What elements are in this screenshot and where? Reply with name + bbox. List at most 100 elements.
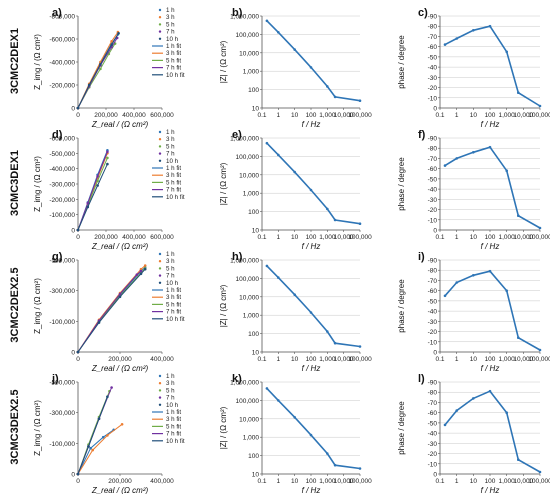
x-axis-label: f / Hz bbox=[302, 486, 321, 494]
legend-label: 1 h fit bbox=[166, 287, 181, 294]
y-tick-label: 10 bbox=[252, 350, 260, 357]
y-tick-label: 1,000 bbox=[243, 313, 260, 320]
data-point-b-0-1 bbox=[277, 31, 280, 34]
x-tick-label: 1 bbox=[455, 478, 459, 485]
data-point-j-1-1 bbox=[91, 448, 94, 452]
x-tick-label: 400,000 bbox=[122, 112, 146, 119]
data-point-b-0-3 bbox=[309, 66, 313, 69]
series-line-j-0 bbox=[77, 429, 114, 475]
legend-label: 1 h fit bbox=[166, 43, 181, 50]
data-point-g-4-4 bbox=[143, 267, 147, 271]
legend-label: 10 h bbox=[166, 36, 179, 43]
x-tick-label: 1,000 bbox=[499, 234, 516, 241]
legend-label: 7 h fit bbox=[166, 65, 181, 72]
data-point-c-0-0 bbox=[443, 43, 447, 46]
x-axis-label: Z_real / (Ω cm²) bbox=[91, 120, 149, 129]
panel-letter-c: c) bbox=[418, 7, 428, 19]
x-tick-label: 10 bbox=[291, 356, 299, 363]
y-tick-label: 10,000 bbox=[239, 50, 259, 57]
y-tick-label: -90 bbox=[428, 380, 438, 387]
x-tick-label: 1,000 bbox=[499, 356, 516, 363]
data-point-g-3-3 bbox=[135, 273, 139, 277]
data-point-f-0-4 bbox=[505, 169, 509, 172]
x-tick-label: 0.1 bbox=[435, 478, 444, 485]
x-tick-label: 10,000 bbox=[513, 356, 533, 363]
y-tick-label: 10,000 bbox=[239, 172, 259, 179]
y-tick-label: -500,000 bbox=[49, 380, 75, 387]
data-point-h-0-6 bbox=[358, 345, 362, 348]
x-tick-label: 600,000 bbox=[150, 234, 174, 241]
x-axis-label: f / Hz bbox=[481, 364, 500, 373]
y-axis-label: |Z| / (Ω cm²) bbox=[219, 40, 228, 83]
legend-label: 3 h bbox=[166, 258, 175, 265]
x-tick-label: 100 bbox=[485, 112, 496, 119]
x-tick-label: 100,000 bbox=[528, 478, 550, 485]
y-tick-label: 0 bbox=[71, 228, 75, 235]
data-point-l-0-1 bbox=[455, 409, 459, 412]
data-point-j-1-3 bbox=[120, 423, 124, 426]
legend-marker bbox=[158, 138, 162, 141]
legend-label: 7 h bbox=[166, 29, 175, 36]
data-point-k-0-1 bbox=[277, 399, 280, 402]
data-point-g-4-0 bbox=[76, 350, 80, 354]
x-tick-label: 100 bbox=[485, 234, 496, 241]
legend-marker bbox=[158, 16, 162, 19]
y-tick-label: 0 bbox=[71, 472, 75, 479]
y-tick-label: 0 bbox=[433, 106, 437, 113]
x-tick-label: 0 bbox=[76, 356, 80, 363]
y-tick-label: -20 bbox=[428, 85, 438, 92]
data-point-h-0-0 bbox=[265, 264, 269, 268]
y-tick-label: -40 bbox=[428, 309, 438, 316]
legend-label: 10 h bbox=[166, 402, 179, 409]
y-tick-label: -70 bbox=[428, 400, 438, 407]
data-point-a-4-0 bbox=[76, 106, 80, 110]
legend-label: 5 h fit bbox=[166, 301, 181, 308]
legend-label: 1 h bbox=[166, 251, 175, 258]
y-axis-label: phase / degree bbox=[397, 401, 406, 455]
y-tick-label: 0 bbox=[71, 350, 75, 357]
data-point-h-0-4 bbox=[326, 330, 329, 333]
data-point-a-4-1 bbox=[87, 83, 91, 87]
legend-label: 7 h fit bbox=[166, 309, 181, 316]
x-tick-label: 1,000 bbox=[499, 112, 516, 119]
data-point-j-4-0 bbox=[76, 472, 80, 476]
data-point-b-0-6 bbox=[358, 99, 362, 102]
y-tick-label: 1,000,000 bbox=[230, 14, 259, 21]
y-tick-label: -60 bbox=[428, 410, 438, 417]
legend-marker bbox=[158, 267, 162, 270]
panel-letter-h: h) bbox=[232, 251, 243, 263]
legend-marker bbox=[158, 374, 162, 378]
data-point-l-0-6 bbox=[538, 470, 542, 474]
y-tick-label: 0 bbox=[433, 472, 437, 479]
y-tick-label: -30 bbox=[428, 319, 438, 326]
y-axis-label: |Z| / (Ω cm²) bbox=[219, 406, 228, 449]
legend-marker bbox=[158, 159, 162, 162]
y-tick-label: -70 bbox=[428, 156, 438, 163]
data-point-k-0-0 bbox=[265, 387, 269, 390]
x-tick-label: 10 bbox=[470, 112, 478, 119]
data-point-i-0-0 bbox=[443, 294, 447, 298]
y-tick-label: 1,000,000 bbox=[230, 380, 259, 387]
y-axis-label: Z_img / (Ω cm²) bbox=[33, 400, 42, 456]
legend-label: 5 h fit bbox=[166, 179, 181, 186]
y-tick-label: -60 bbox=[428, 288, 438, 295]
y-tick-label: 1,000 bbox=[243, 69, 260, 76]
data-point-f-0-2 bbox=[472, 151, 475, 154]
data-point-k-0-5 bbox=[333, 463, 337, 467]
legend-label: 3 h bbox=[166, 380, 175, 387]
y-tick-label: 10 bbox=[252, 472, 260, 479]
panel-letter-d: d) bbox=[52, 129, 63, 141]
y-tick-label: -40 bbox=[428, 187, 438, 194]
data-point-e-0-5 bbox=[333, 218, 337, 222]
y-tick-label: -600,000 bbox=[49, 136, 75, 143]
legend-label: 1 h fit bbox=[166, 409, 181, 416]
panel-letter-l: l) bbox=[418, 373, 425, 385]
data-point-e-0-1 bbox=[277, 153, 280, 157]
y-tick-label: -80 bbox=[428, 24, 438, 31]
x-tick-label: 100 bbox=[306, 478, 317, 485]
data-point-d-4-3 bbox=[106, 162, 109, 166]
y-tick-label: -10 bbox=[428, 461, 438, 468]
x-tick-label: 100,000 bbox=[348, 356, 372, 363]
data-point-e-0-6 bbox=[358, 222, 362, 225]
